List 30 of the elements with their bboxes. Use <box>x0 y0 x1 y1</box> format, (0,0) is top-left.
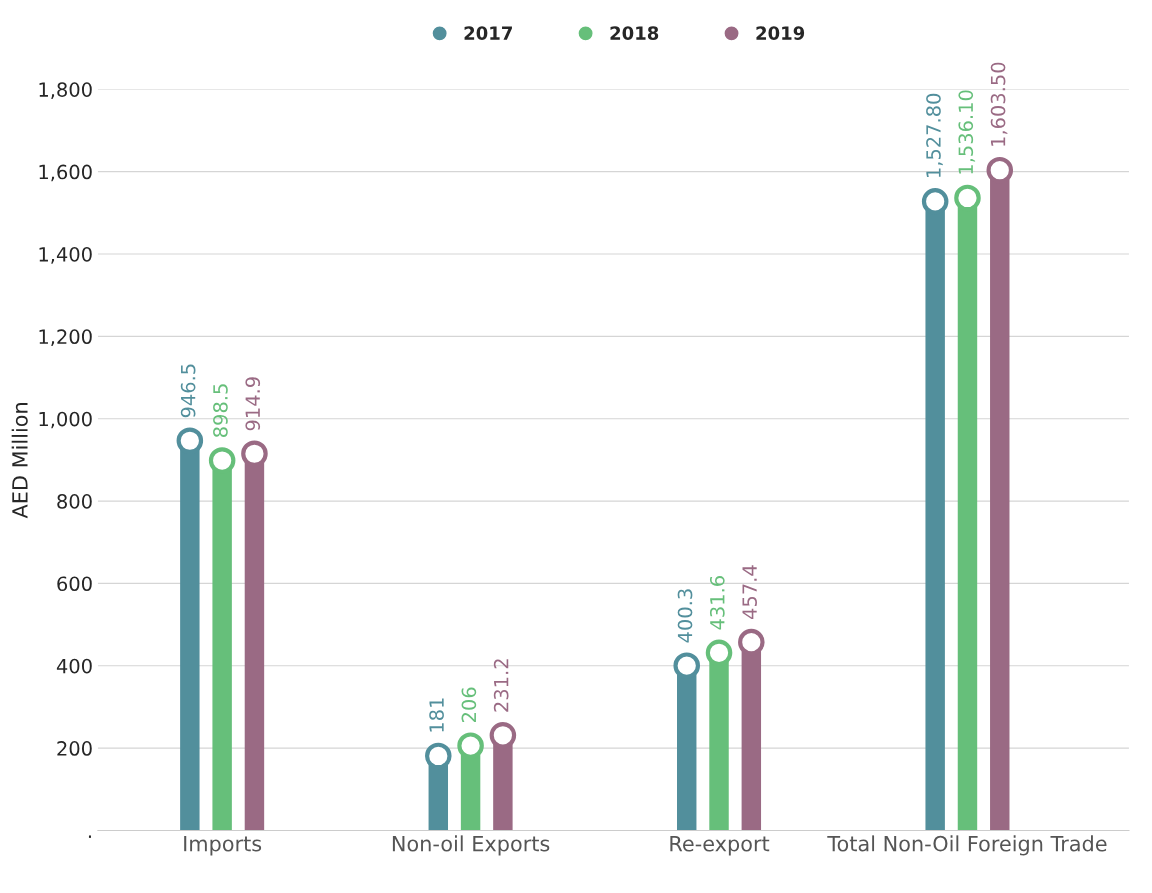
data-label: 231.2 <box>493 659 509 712</box>
data-label: 457.4 <box>742 565 757 619</box>
data-label: 1,536.10 <box>958 90 976 174</box>
y-tick-label: 1,400 <box>39 246 92 264</box>
data-label: 431.6 <box>709 576 725 630</box>
data-label: 898.5 <box>213 384 228 437</box>
legend-label: 2018 <box>610 26 659 40</box>
x-tick-label: Total Non-Oil Foreign Trade <box>827 835 1107 856</box>
legend-label: 2017 <box>464 26 512 40</box>
data-label: 1,527.80 <box>926 93 943 178</box>
y-tick-label: 400 <box>56 658 92 674</box>
y-tick-label: 600 <box>57 576 92 592</box>
y-tick-label: 200 <box>57 741 92 756</box>
x-tick-label: Re-export <box>670 835 770 856</box>
y-tick-label: 1,000 <box>39 411 92 429</box>
data-label: 914.9 <box>245 377 261 431</box>
data-label: 946.5 <box>180 364 196 418</box>
data-label: 1,603.50 <box>990 62 1008 146</box>
y-axis-title: AED Million <box>11 403 28 519</box>
data-label: 400.3 <box>677 589 693 643</box>
data-label: 181 <box>429 698 444 732</box>
y-tick-label: 1,600 <box>39 164 92 182</box>
y-tick-label: 1,200 <box>39 329 92 347</box>
x-tick-label: Imports <box>184 835 262 856</box>
y-tick-label: . <box>88 835 91 838</box>
y-tick-label: 800 <box>57 494 92 509</box>
legend-label: 2019 <box>756 26 805 40</box>
data-label: 206 <box>461 687 477 723</box>
y-tick-label: 1,800 <box>39 82 92 99</box>
x-tick-label: Non-oil Exports <box>392 835 550 856</box>
